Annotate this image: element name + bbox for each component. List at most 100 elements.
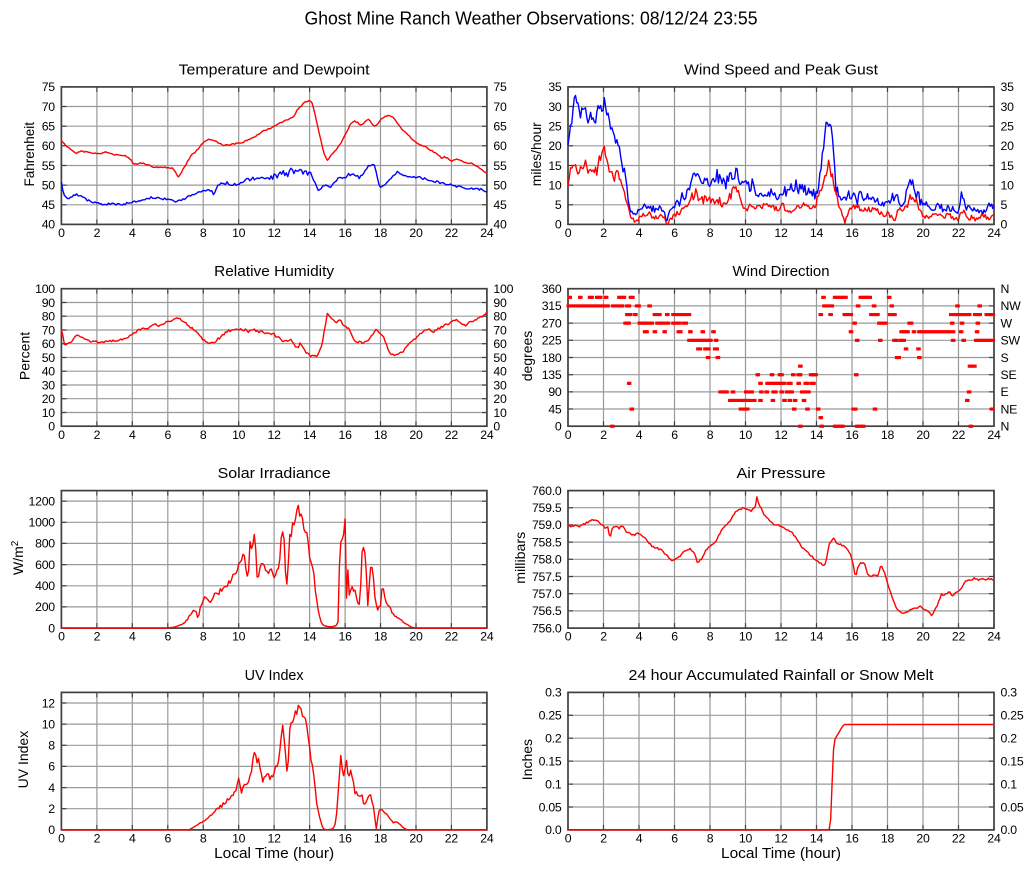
svg-text:24: 24 [987,428,1001,442]
svg-text:20: 20 [916,428,930,442]
svg-text:12: 12 [268,630,282,644]
svg-text:12: 12 [268,832,282,846]
svg-text:8: 8 [707,630,714,644]
svg-text:10: 10 [42,406,56,420]
svg-text:6: 6 [671,226,678,240]
svg-text:24: 24 [987,832,1001,846]
svg-text:millibars: millibars [512,532,528,584]
svg-text:10: 10 [493,406,507,420]
svg-text:2: 2 [94,630,101,644]
svg-text:25: 25 [548,120,562,134]
svg-text:65: 65 [42,120,56,134]
svg-text:8: 8 [200,428,207,442]
svg-text:10: 10 [232,428,246,442]
svg-text:35: 35 [548,80,562,94]
svg-text:70: 70 [42,323,56,337]
svg-text:8: 8 [48,739,55,753]
svg-text:Wind Speed and Peak Gust: Wind Speed and Peak Gust [684,62,878,78]
svg-text:4: 4 [636,226,643,240]
svg-text:6: 6 [671,428,678,442]
svg-text:756.0: 756.0 [532,621,562,635]
svg-text:6: 6 [165,428,172,442]
svg-text:degrees: degrees [519,331,535,382]
svg-text:N: N [1001,282,1010,296]
svg-text:24: 24 [480,428,494,442]
svg-text:1000: 1000 [29,516,56,530]
svg-text:20: 20 [409,226,423,240]
svg-text:16: 16 [339,226,353,240]
svg-text:0: 0 [58,428,65,442]
svg-text:0: 0 [555,420,562,434]
svg-text:10: 10 [232,226,246,240]
svg-text:22: 22 [445,226,459,240]
svg-text:70: 70 [493,323,507,337]
svg-text:16: 16 [339,428,353,442]
svg-text:70: 70 [493,100,507,114]
svg-text:0.05: 0.05 [1001,800,1024,814]
svg-text:50: 50 [493,351,507,365]
svg-text:20: 20 [916,630,930,644]
svg-text:0: 0 [565,428,572,442]
svg-text:NW: NW [1001,299,1022,313]
svg-text:18: 18 [881,630,895,644]
svg-text:45: 45 [548,402,562,416]
svg-text:6: 6 [165,630,172,644]
svg-text:0: 0 [58,630,65,644]
svg-text:16: 16 [845,226,859,240]
svg-text:24 hour Accumulated Rainfall o: 24 hour Accumulated Rainfall or Snow Mel… [629,668,934,684]
svg-text:18: 18 [374,226,388,240]
svg-text:18: 18 [374,630,388,644]
svg-text:0.0: 0.0 [545,823,562,837]
svg-text:20: 20 [409,630,423,644]
svg-text:0: 0 [493,420,500,434]
svg-text:UV Index: UV Index [245,668,305,684]
svg-text:16: 16 [845,428,859,442]
svg-text:0.25: 0.25 [539,709,562,723]
svg-text:40: 40 [493,365,507,379]
svg-text:10: 10 [1001,178,1015,192]
svg-text:757.0: 757.0 [532,587,562,601]
svg-text:Temperature and Dewpoint: Temperature and Dewpoint [179,62,370,78]
svg-text:20: 20 [42,392,56,406]
svg-text:0: 0 [565,226,572,240]
svg-text:90: 90 [548,385,562,399]
svg-text:2: 2 [94,226,101,240]
svg-text:2: 2 [94,428,101,442]
svg-text:24: 24 [480,832,494,846]
svg-text:30: 30 [493,378,507,392]
svg-text:60: 60 [493,337,507,351]
svg-text:4: 4 [48,781,55,795]
svg-text:miles/hour: miles/hour [528,122,544,186]
svg-text:75: 75 [493,80,507,94]
svg-text:12: 12 [774,226,788,240]
svg-text:758.0: 758.0 [532,553,562,567]
svg-text:8: 8 [200,832,207,846]
svg-text:759.5: 759.5 [532,501,562,515]
svg-text:12: 12 [774,832,788,846]
svg-text:0.1: 0.1 [545,777,562,791]
svg-text:6: 6 [48,760,55,774]
svg-text:0.15: 0.15 [539,754,562,768]
svg-text:80: 80 [42,310,56,324]
svg-text:4: 4 [636,832,643,846]
svg-text:16: 16 [339,630,353,644]
svg-text:20: 20 [1001,139,1015,153]
svg-text:0.25: 0.25 [1001,709,1024,723]
svg-text:12: 12 [268,428,282,442]
svg-text:756.5: 756.5 [532,604,562,618]
svg-text:10: 10 [739,630,753,644]
svg-text:0.2: 0.2 [545,732,562,746]
svg-text:55: 55 [42,159,56,173]
svg-text:Relative Humidity: Relative Humidity [214,264,335,280]
svg-text:12: 12 [774,630,788,644]
svg-text:Solar Irradiance: Solar Irradiance [218,466,331,482]
svg-text:24: 24 [480,226,494,240]
svg-text:45: 45 [42,198,56,212]
svg-text:759.0: 759.0 [532,518,562,532]
svg-text:16: 16 [845,630,859,644]
svg-text:225: 225 [542,334,562,348]
svg-text:12: 12 [42,696,56,710]
svg-text:10: 10 [548,178,562,192]
svg-text:400: 400 [35,579,55,593]
svg-text:16: 16 [845,832,859,846]
